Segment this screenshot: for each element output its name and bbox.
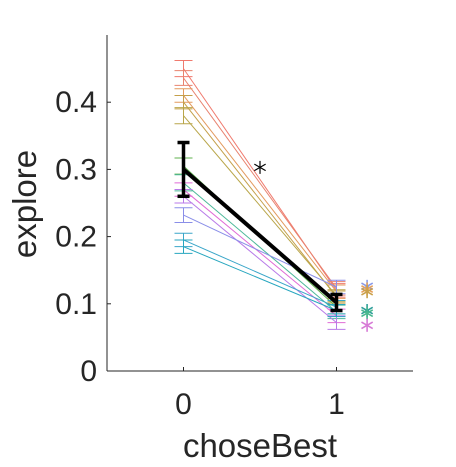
series-line bbox=[183, 195, 337, 324]
series-2 bbox=[183, 95, 337, 293]
series-3 bbox=[183, 101, 337, 298]
series-line bbox=[183, 95, 337, 293]
y-tick-label: 0.4 bbox=[55, 86, 97, 119]
significance-marker bbox=[254, 160, 266, 174]
series-6 bbox=[183, 182, 337, 313]
x-axis-label: choseBest bbox=[183, 427, 337, 464]
significance-marker-stroke bbox=[254, 163, 266, 172]
series-line bbox=[183, 246, 337, 311]
series-line bbox=[183, 115, 337, 297]
series-7 bbox=[183, 189, 337, 317]
y-tick-label: 0.1 bbox=[55, 288, 97, 321]
series-10 bbox=[183, 239, 337, 308]
side-marker-2-stroke bbox=[361, 287, 374, 296]
mean-errorbar-0 bbox=[177, 140, 190, 199]
side-marker-4 bbox=[361, 306, 374, 320]
side-marker-5 bbox=[361, 318, 374, 332]
series-11-errorbar-0 bbox=[174, 239, 193, 254]
series-8 bbox=[183, 195, 337, 324]
series-line bbox=[183, 189, 337, 317]
y-tick-label: 0 bbox=[80, 355, 97, 388]
series-1 bbox=[183, 77, 337, 289]
series-9 bbox=[183, 214, 337, 288]
series-line bbox=[183, 214, 337, 288]
side-marker-4-stroke bbox=[361, 309, 374, 318]
plot-area bbox=[174, 60, 374, 332]
series-line bbox=[183, 77, 337, 289]
axes: 0 0.1 0.2 0.3 0.4 0 1 bbox=[55, 35, 413, 421]
x-tick-label: 0 bbox=[175, 388, 192, 421]
x-tick-label: 1 bbox=[328, 388, 345, 421]
series-4 bbox=[183, 115, 337, 297]
mean-errorbar-1 bbox=[330, 292, 343, 313]
side-marker-5-stroke bbox=[361, 321, 374, 330]
y-tick-label: 0.2 bbox=[55, 221, 97, 254]
series-11 bbox=[183, 246, 337, 311]
side-marker-2 bbox=[361, 285, 374, 299]
series-4-errorbar-0 bbox=[174, 107, 193, 125]
series-1-errorbar-0 bbox=[174, 70, 193, 86]
series-line bbox=[183, 239, 337, 308]
y-axis-label: explore bbox=[6, 150, 43, 258]
series-line bbox=[183, 182, 337, 313]
mean-line bbox=[182, 167, 338, 304]
series-line bbox=[183, 101, 337, 298]
series-9-errorbar-0 bbox=[174, 207, 193, 223]
y-tick-label: 0.3 bbox=[55, 153, 97, 186]
